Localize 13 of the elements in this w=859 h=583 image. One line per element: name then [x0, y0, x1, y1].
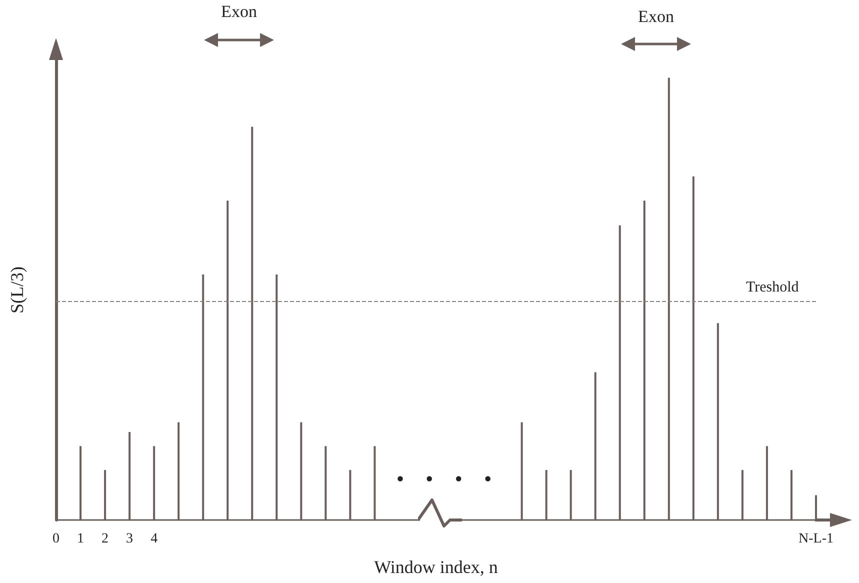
- x-tick-label: 3: [126, 532, 134, 546]
- text: Exon: [638, 7, 674, 27]
- ref-line-label: Treshold: [746, 280, 800, 296]
- annotation: • • • •: [396, 466, 500, 492]
- y-axis-title: S(L/3): [7, 266, 27, 314]
- x-tick-label: 1: [77, 532, 84, 546]
- x-tick-label: 2: [102, 532, 109, 546]
- bar: [815, 495, 817, 520]
- text: Exon: [221, 2, 257, 22]
- x-axis-title: Window index, n: [374, 557, 498, 577]
- x-tick-label: 4: [150, 532, 158, 546]
- x-tick-label: N-L-1: [798, 532, 834, 546]
- x-tick-label: 0: [52, 532, 60, 546]
